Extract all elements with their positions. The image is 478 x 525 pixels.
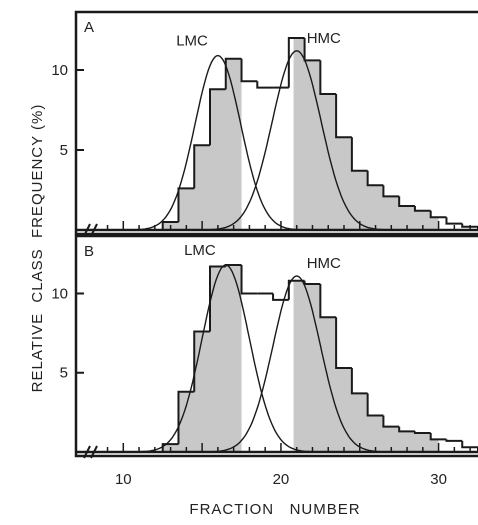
histogram-bar [445,217,463,225]
panel-frame [74,10,478,236]
panel-letter: B [84,243,94,260]
histogram-bar [461,223,478,228]
histogram-bar [335,94,352,139]
histogram-bar [193,330,210,392]
histogram-bar [350,367,368,395]
histogram-bar [413,206,431,212]
histogram-bar [398,196,415,207]
histogram-bar [382,415,400,428]
y-axis-title: RELATIVE CLASS FREQUENCY (%) [29,104,46,393]
hmc-label: HMC [307,30,341,47]
histogram-bar [366,170,384,187]
histogram-bar [335,317,352,369]
histogram-bar [319,60,337,95]
axis-break-mark [83,223,91,237]
axis-break-mark [90,445,98,459]
histogram-bar [209,265,226,332]
panel-frame [74,234,478,458]
histogram-bar [287,279,305,300]
fit-curve-lmc [107,54,477,231]
y-tick-label: 5 [60,142,68,159]
fit-curve-hmc [107,275,477,453]
y-tick-label: 10 [51,285,68,302]
histogram-bar [382,185,400,198]
hmc-label: HMC [307,255,341,272]
histogram-bar [461,440,478,449]
histogram-bar [209,88,226,146]
histogram-bar [161,443,179,452]
x-axis: 10 20 30 [115,471,447,488]
panel-a: 5 10 A LMC HMC [51,10,478,237]
fit-curve-hmc [107,50,477,231]
lmc-label: LMC [184,242,216,259]
fit-curve-lmc [107,264,477,453]
histogram-bar [303,280,321,285]
x-tick-label: 10 [115,471,132,488]
histogram-bar [240,264,258,295]
axis-break-mark [90,223,98,237]
histogram-bar [193,144,210,189]
x-axis-title: FRACTION NUMBER [189,501,360,518]
x-tick-label: 20 [273,471,290,488]
axis-break-mark [83,445,91,459]
y-tick-label: 5 [60,365,68,382]
histogram-bar [429,210,447,219]
histogram-bar [224,57,242,90]
histogram-bar [240,58,258,83]
histogram-bar [319,283,337,319]
histogram-bar [272,293,289,301]
histogram-bar [287,37,305,88]
lmc-label: LMC [176,33,208,50]
histogram-bar [161,221,179,230]
y-tick-label: 10 [51,62,68,79]
histogram-bar [350,137,368,172]
histogram-bar [366,393,384,417]
histogram-bar [256,81,274,89]
histogram-bar [413,431,431,434]
histogram-bar [445,439,463,442]
histogram-bar [429,432,447,441]
histogram-bar [398,426,415,433]
panel-b: 5 10 B LMC HMC [51,234,478,459]
x-tick-label: 30 [430,471,447,488]
panel-letter: A [84,19,94,36]
